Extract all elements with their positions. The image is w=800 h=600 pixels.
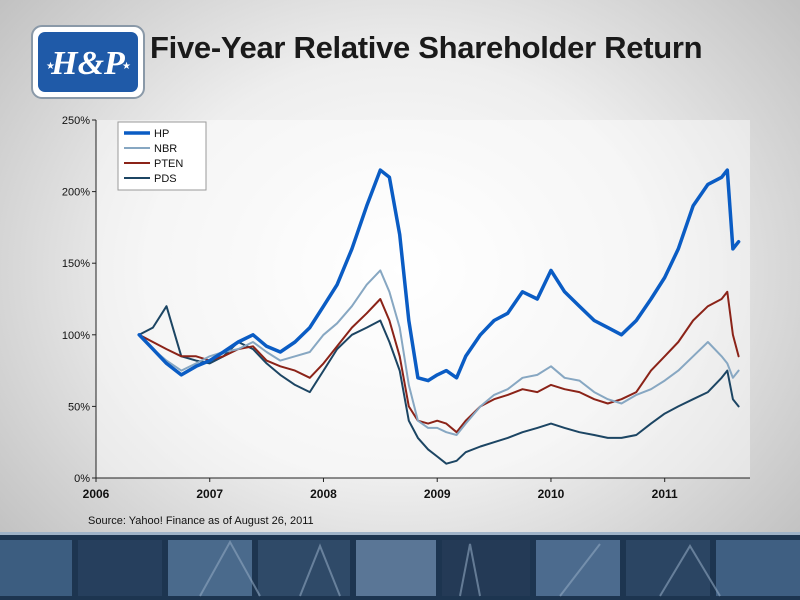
legend-label-hp: HP	[154, 128, 169, 140]
logo-star-left: ★	[46, 61, 55, 72]
x-tick-label: 2008	[310, 487, 337, 501]
legend-label-nbr: NBR	[154, 143, 177, 155]
footer-photo-strip	[0, 532, 800, 600]
y-tick-label: 250%	[62, 115, 90, 127]
x-tick-label: 2006	[83, 487, 110, 501]
y-tick-label: 50%	[68, 401, 90, 413]
y-tick-label: 0%	[74, 473, 90, 485]
x-tick-label: 2010	[538, 487, 565, 501]
x-tick-label: 2007	[196, 487, 223, 501]
page-title: Five-Year Relative Shareholder Return	[150, 30, 703, 65]
series-line-pds	[138, 305, 740, 465]
x-tick-label: 2009	[424, 487, 451, 501]
series-lines	[137, 168, 741, 465]
hp-logo: H&P ★ ★	[31, 25, 145, 99]
logo-text: H&P	[50, 45, 125, 82]
legend-label-pten: PTEN	[154, 158, 183, 170]
logo-star-right: ★	[122, 61, 131, 72]
axes	[92, 119, 750, 482]
tick-labels: 0% 50% 100% 150% 200% 250% 2006 2007 2008 2009 201…	[62, 115, 678, 501]
legend-label-pds: PDS	[154, 173, 177, 185]
series-line-hp	[137, 168, 741, 383]
x-tick-label: 2011	[652, 487, 678, 501]
legend: HP NBR PTEN PDS	[117, 121, 207, 191]
y-tick-label: 100%	[62, 330, 90, 342]
series-line-nbr	[138, 269, 740, 436]
series-line-pten	[138, 290, 740, 434]
source-note: Source: Yahoo! Finance as of August 26, …	[88, 515, 314, 527]
y-tick-label: 200%	[62, 187, 90, 199]
y-tick-label: 150%	[62, 258, 90, 270]
